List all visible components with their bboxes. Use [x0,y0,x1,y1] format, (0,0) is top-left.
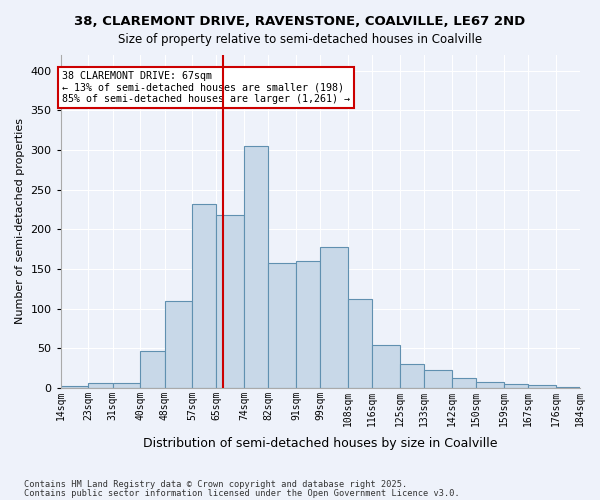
Bar [556,387,580,388]
Y-axis label: Number of semi-detached properties: Number of semi-detached properties [15,118,25,324]
Bar [61,386,88,388]
Text: Contains HM Land Registry data © Crown copyright and database right 2025.: Contains HM Land Registry data © Crown c… [24,480,407,489]
Bar [320,247,348,388]
Bar [113,383,140,388]
Bar [296,261,320,388]
Bar [452,378,476,388]
Text: 38, CLAREMONT DRIVE, RAVENSTONE, COALVILLE, LE67 2ND: 38, CLAREMONT DRIVE, RAVENSTONE, COALVIL… [74,15,526,28]
Bar [476,382,503,388]
Bar [528,386,556,388]
Bar [400,364,424,388]
Bar [88,383,113,388]
Bar [164,300,192,388]
Bar [268,262,296,388]
Bar [217,215,244,388]
Bar [503,384,528,388]
Bar [140,352,164,388]
Text: 38 CLAREMONT DRIVE: 67sqm
← 13% of semi-detached houses are smaller (198)
85% of: 38 CLAREMONT DRIVE: 67sqm ← 13% of semi-… [62,71,350,104]
Text: Size of property relative to semi-detached houses in Coalville: Size of property relative to semi-detach… [118,32,482,46]
Bar [372,345,400,388]
Bar [348,299,372,388]
Bar [244,146,268,388]
Bar [192,204,217,388]
Bar [424,370,452,388]
X-axis label: Distribution of semi-detached houses by size in Coalville: Distribution of semi-detached houses by … [143,437,497,450]
Text: Contains public sector information licensed under the Open Government Licence v3: Contains public sector information licen… [24,488,460,498]
